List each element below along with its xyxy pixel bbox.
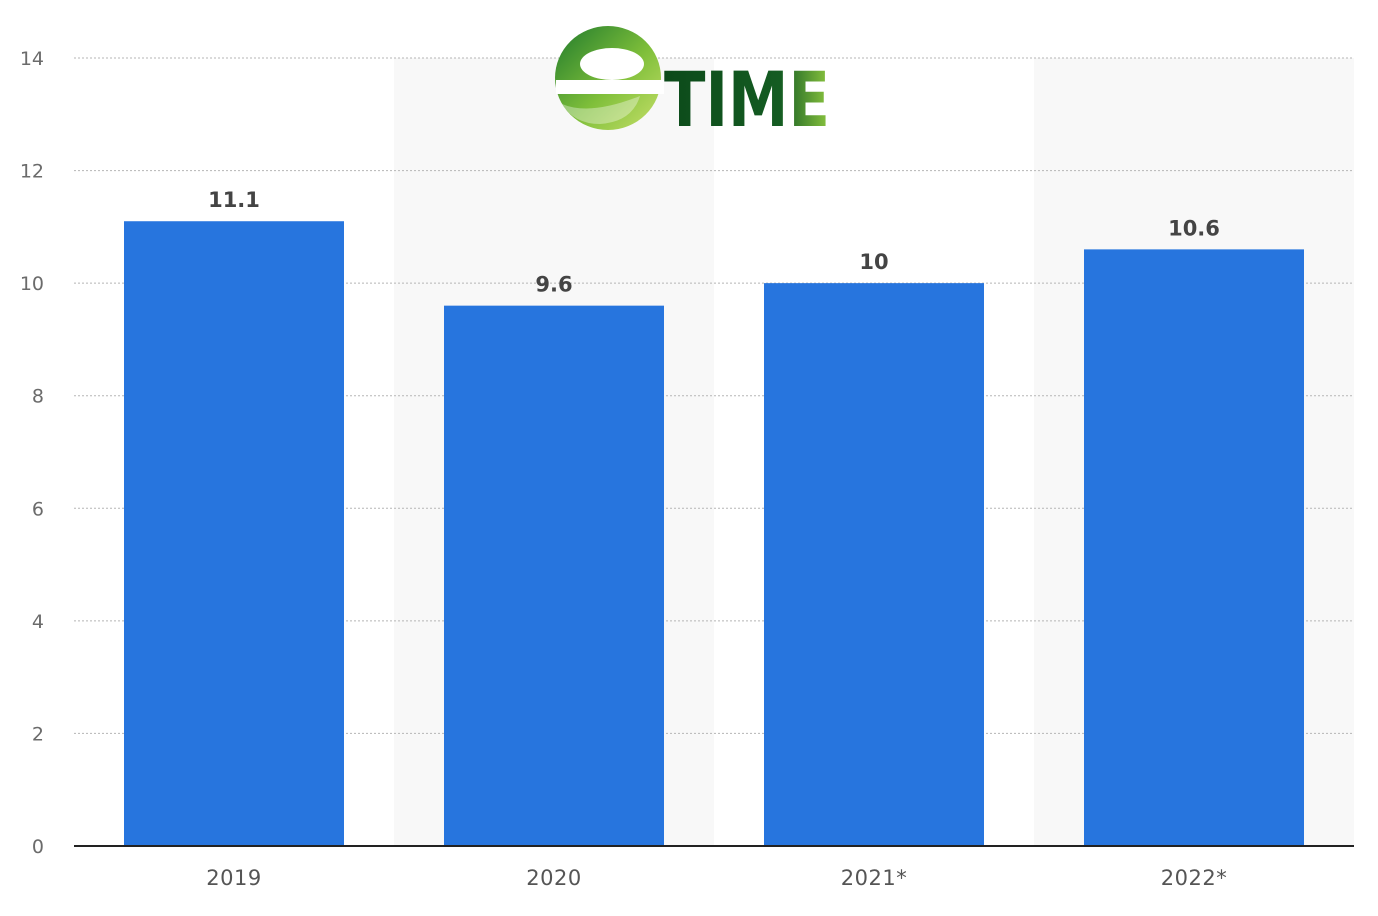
bar <box>764 283 984 847</box>
y-tick-label: 4 <box>32 611 44 633</box>
y-tick-label: 2 <box>32 723 44 745</box>
data-label: 11.1 <box>208 188 260 212</box>
x-tick-label: 2022* <box>1161 866 1227 890</box>
data-labels: 11.1 9.6 10 10.6 <box>208 188 1220 296</box>
bar <box>1084 249 1304 846</box>
y-tick-label: 10 <box>20 273 44 295</box>
bars <box>124 221 1304 847</box>
x-axis-ticks: 2019 2020 2021* 2022* <box>206 866 1227 890</box>
e-leaf-icon <box>555 26 664 130</box>
y-axis-ticks: 0 2 4 6 8 10 12 14 <box>20 48 44 858</box>
logo-wordmark: TIME <box>664 55 830 144</box>
y-tick-label: 12 <box>20 161 44 183</box>
x-tick-label: 2020 <box>526 866 581 890</box>
y-tick-label: 8 <box>32 386 44 408</box>
bar <box>124 221 344 846</box>
y-tick-label: 0 <box>32 836 44 858</box>
bar <box>444 305 664 847</box>
data-label: 10.6 <box>1168 216 1220 240</box>
x-tick-label: 2019 <box>206 866 261 890</box>
y-tick-label: 6 <box>32 498 44 520</box>
etime-logo: TIME <box>555 26 830 144</box>
data-label: 10 <box>859 250 888 274</box>
x-tick-label: 2021* <box>841 866 907 890</box>
y-tick-label: 14 <box>20 48 44 70</box>
data-label: 9.6 <box>535 273 572 297</box>
